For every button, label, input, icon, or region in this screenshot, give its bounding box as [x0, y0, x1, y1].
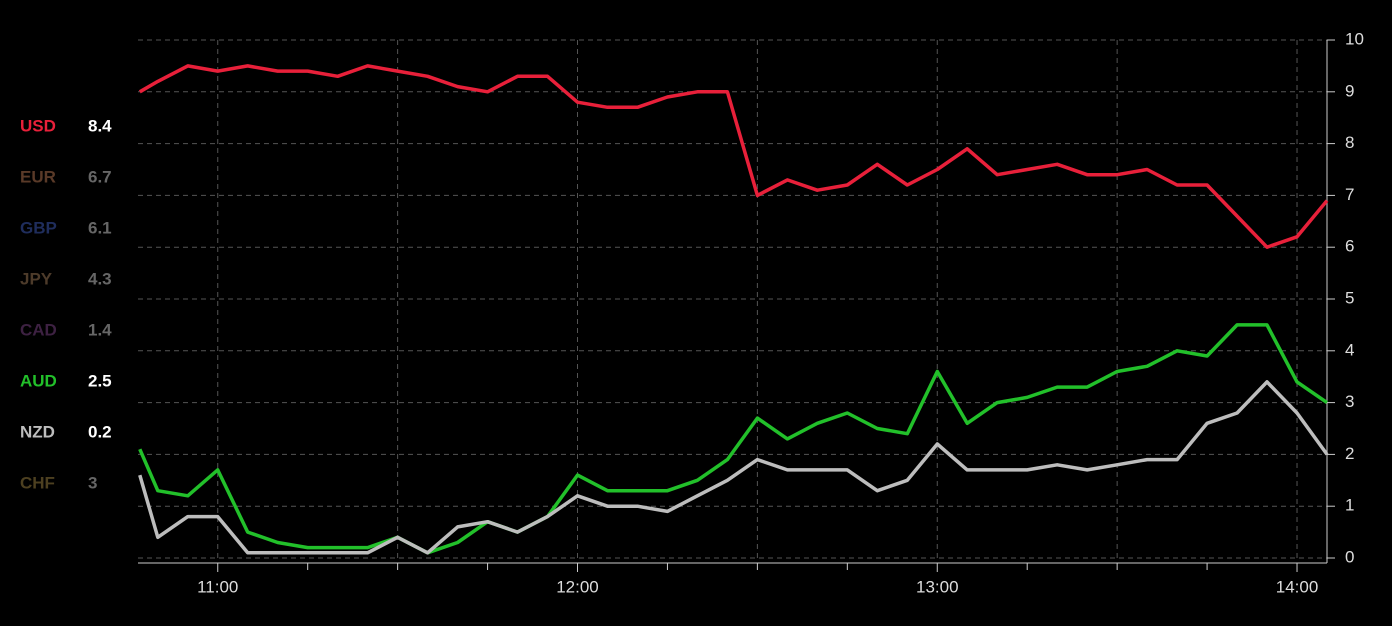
line-aud — [138, 323, 1328, 555]
legend-name[interactable]: CHF — [20, 473, 55, 492]
y-tick-label: 4 — [1345, 340, 1354, 359]
x-tick-label: 12:00 — [556, 577, 599, 596]
legend-name[interactable]: JPY — [20, 269, 53, 288]
y-tick-label: 2 — [1345, 444, 1354, 463]
y-tick-label: 9 — [1345, 81, 1354, 100]
legend-value: 4.3 — [88, 269, 112, 288]
legend-value: 8.4 — [88, 116, 112, 135]
legend-name[interactable]: GBP — [20, 218, 57, 237]
legend-value: 1.4 — [88, 320, 112, 339]
x-tick-label: 14:00 — [1276, 577, 1319, 596]
legend-name[interactable]: AUD — [20, 371, 57, 390]
legend-value: 6.7 — [88, 167, 112, 186]
y-tick-label: 8 — [1345, 133, 1354, 152]
line-usd — [138, 64, 1329, 249]
y-tick-label: 3 — [1345, 392, 1354, 411]
legend-value: 3 — [88, 473, 97, 492]
legend-value: 0.2 — [88, 422, 112, 441]
legend-name[interactable]: CAD — [20, 320, 57, 339]
legend-name[interactable]: NZD — [20, 422, 55, 441]
x-tick-label: 11:00 — [197, 577, 238, 596]
legend-name[interactable]: USD — [20, 116, 56, 135]
x-tick-label: 13:00 — [916, 577, 959, 596]
y-tick-label: 5 — [1345, 288, 1354, 307]
y-tick-label: 10 — [1345, 29, 1364, 48]
legend-value: 2.5 — [88, 371, 112, 390]
legend-value: 6.1 — [88, 218, 112, 237]
y-tick-label: 6 — [1345, 237, 1354, 256]
y-tick-label: 7 — [1345, 185, 1354, 204]
line-nzd — [138, 380, 1329, 555]
y-tick-label: 1 — [1345, 496, 1354, 515]
y-tick-label: 0 — [1345, 547, 1354, 566]
legend-name[interactable]: EUR — [20, 167, 56, 186]
